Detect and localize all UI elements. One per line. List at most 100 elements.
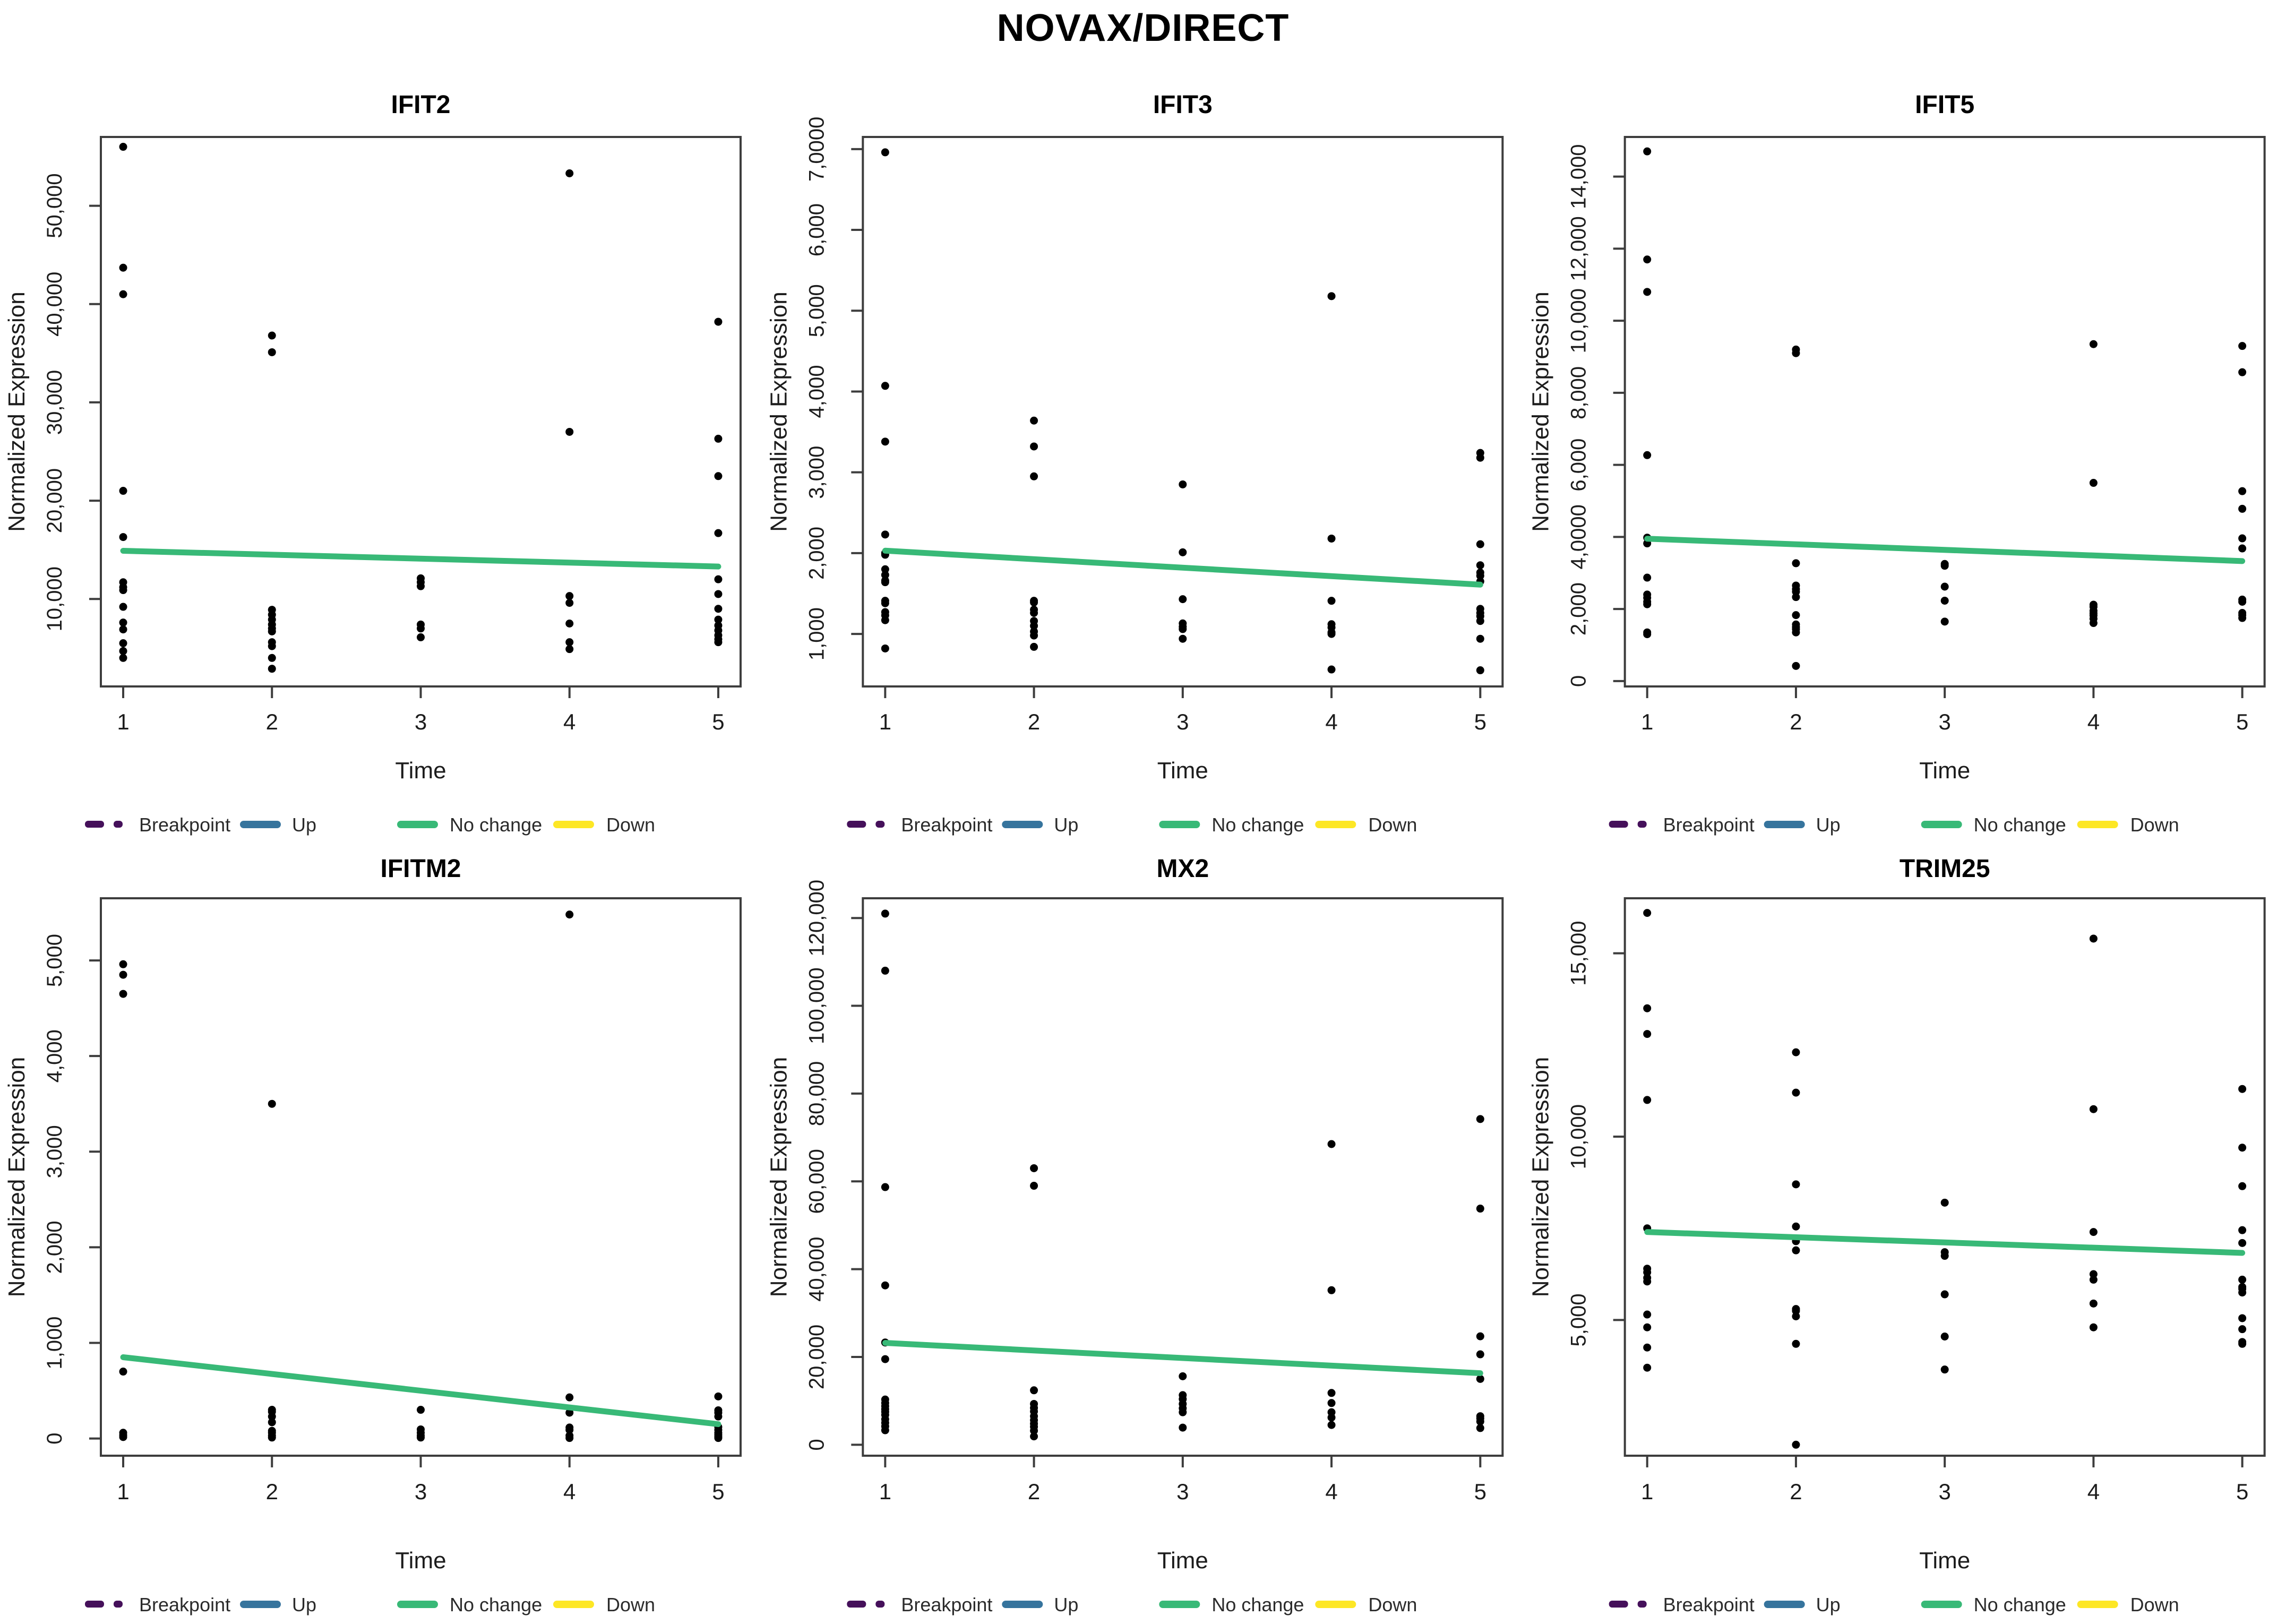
legend-item-no-change: No change xyxy=(1159,814,1304,836)
data-point xyxy=(268,627,276,635)
y-tick-label: 0 xyxy=(1567,675,1591,687)
legend-dash-swatch xyxy=(875,1601,885,1608)
data-point xyxy=(2238,1288,2247,1297)
legend-item-down: Down xyxy=(1315,1594,1417,1616)
data-point xyxy=(1476,1350,1484,1359)
x-axis-title: Time xyxy=(1157,758,1208,784)
trend-line-no-change xyxy=(882,1340,1483,1377)
data-point xyxy=(1476,1424,1484,1432)
legend-item-down: Down xyxy=(553,1594,655,1616)
data-point xyxy=(1179,480,1187,488)
data-point xyxy=(119,647,127,655)
x-tick-label: 2 xyxy=(1028,1479,1040,1504)
data-point xyxy=(268,331,276,340)
data-point xyxy=(1030,622,1038,630)
data-point xyxy=(1792,1440,1800,1449)
data-point xyxy=(268,642,276,650)
data-point xyxy=(881,571,889,579)
x-axis-title: Time xyxy=(395,1548,446,1574)
data-point xyxy=(881,1183,889,1191)
data-point xyxy=(1179,1408,1187,1416)
trend-line-no-change xyxy=(120,1354,721,1428)
y-tick-label: 40,000 xyxy=(43,272,66,337)
trend-line-no-change xyxy=(120,547,721,570)
data-point xyxy=(417,633,425,641)
data-point xyxy=(1476,453,1484,462)
legend-line-swatch xyxy=(1002,821,1043,828)
data-point xyxy=(2238,1085,2247,1093)
legend-label: Down xyxy=(2130,814,2179,836)
data-point xyxy=(714,575,723,583)
data-point xyxy=(1792,1246,1800,1254)
figure-title: NOVAX/DIRECT xyxy=(996,7,1290,49)
data-point xyxy=(417,582,425,590)
x-tick-label: 2 xyxy=(266,1479,278,1504)
data-point xyxy=(1476,1115,1484,1123)
data-point xyxy=(2238,1239,2247,1247)
data-point xyxy=(2238,614,2247,622)
y-tick-label: 3,000 xyxy=(43,1125,66,1178)
data-point xyxy=(714,615,723,624)
data-point xyxy=(714,605,723,613)
data-point xyxy=(119,586,127,595)
data-point xyxy=(881,966,889,975)
x-tick-label: 3 xyxy=(1176,709,1189,734)
data-point xyxy=(1327,1140,1336,1148)
data-point xyxy=(1940,1198,1949,1207)
subplot-title: IFIT5 xyxy=(1915,91,1974,119)
x-axis-title: Time xyxy=(1157,1548,1208,1574)
data-point xyxy=(268,1433,276,1442)
data-point xyxy=(1643,451,1652,459)
data-point xyxy=(565,1393,574,1402)
data-point xyxy=(1643,147,1652,156)
data-point xyxy=(1643,1343,1652,1352)
x-tick-label: 4 xyxy=(1325,709,1337,734)
legend-label: Down xyxy=(1368,1594,1417,1616)
legend-label: No change xyxy=(450,814,542,836)
data-point xyxy=(1792,1088,1800,1097)
subplot-title: IFIT3 xyxy=(1153,91,1213,119)
data-point xyxy=(1643,1004,1652,1012)
data-point xyxy=(1476,1205,1484,1213)
data-point xyxy=(1030,1432,1038,1441)
data-point xyxy=(2238,504,2247,513)
data-point xyxy=(417,624,425,633)
x-tick-label: 3 xyxy=(415,1479,427,1504)
y-axis-title: Normalized Expression xyxy=(4,291,30,531)
legend-item-up: Up xyxy=(1002,814,1078,836)
x-axis: 1 2 3 4 5 xyxy=(117,686,725,734)
y-axis-title: Normalized Expression xyxy=(4,1057,30,1297)
data-point xyxy=(119,263,127,272)
data-point xyxy=(1179,548,1187,556)
legend-dash-swatch xyxy=(847,821,866,828)
data-point xyxy=(1643,600,1652,608)
legend-item-up: Up xyxy=(1764,814,1841,836)
subplot-title: IFITM2 xyxy=(381,855,461,883)
data-point xyxy=(881,578,889,587)
data-point xyxy=(268,654,276,662)
data-point xyxy=(881,437,889,446)
data-point xyxy=(119,143,127,151)
x-tick-label: 5 xyxy=(712,709,724,734)
subplot-MX2: MX2 0 20,000 40,000 60,000 80,000 100,000 120,0… xyxy=(766,855,1504,1616)
x-axis: 1 2 3 4 5 xyxy=(1641,1456,2248,1504)
legend-line-swatch xyxy=(397,821,438,828)
legend-item-no-change: No change xyxy=(1921,1594,2066,1616)
legend-dash-swatch xyxy=(85,821,104,828)
data-point xyxy=(714,434,723,443)
legend-item-no-change: No change xyxy=(1921,814,2066,836)
scatter-points xyxy=(1643,909,2247,1449)
x-tick-label: 2 xyxy=(1790,1479,1802,1504)
data-point xyxy=(1940,562,1949,570)
legend-label: Up xyxy=(1054,814,1078,836)
data-point xyxy=(1643,255,1652,264)
legend-dash-swatch xyxy=(114,1601,123,1608)
legend-line-swatch xyxy=(1159,1601,1200,1608)
x-tick-label: 3 xyxy=(1176,1479,1189,1504)
y-tick-label: 5,000 xyxy=(43,934,66,987)
data-point xyxy=(2089,1105,2098,1113)
legend-line-swatch xyxy=(240,1601,281,1608)
x-tick-label: 4 xyxy=(2087,1479,2100,1504)
data-point xyxy=(1643,1096,1652,1104)
data-point xyxy=(565,645,574,654)
